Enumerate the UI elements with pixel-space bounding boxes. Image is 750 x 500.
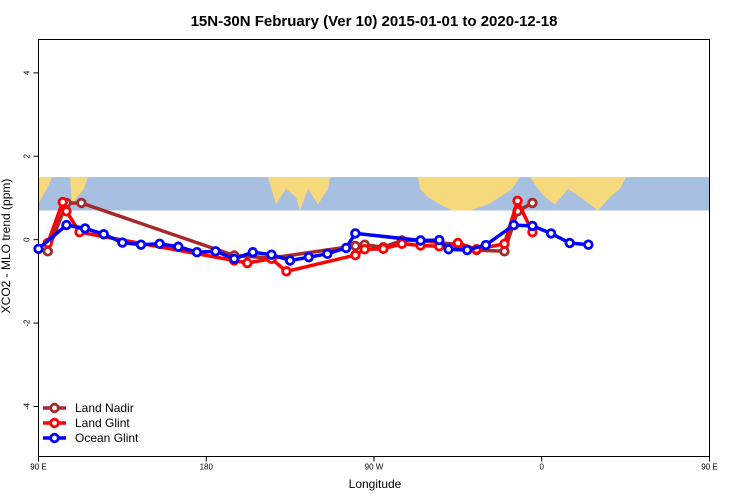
data-point	[480, 239, 492, 251]
data-point	[527, 197, 538, 209]
legend-item-ocean-glint: Ocean Glint	[43, 431, 139, 445]
data-point	[79, 223, 91, 234]
x-tick-label: 180	[200, 463, 214, 472]
data-point	[443, 244, 454, 255]
data-point	[98, 229, 109, 240]
data-point	[210, 246, 221, 257]
legend-marker	[49, 417, 60, 429]
data-point	[76, 197, 87, 209]
data-point	[303, 251, 314, 263]
data-point	[396, 238, 408, 250]
data-point	[33, 243, 44, 255]
data-point	[359, 244, 370, 255]
x-tick-label: 90 W	[365, 463, 384, 472]
data-point	[350, 240, 361, 252]
data-point	[266, 249, 277, 260]
data-point	[281, 266, 292, 277]
data-point	[452, 237, 464, 249]
data-point	[545, 228, 557, 239]
data-point	[415, 235, 426, 246]
data-point	[340, 242, 352, 254]
y-axis-label: XCO2 - MLO trend (ppm)	[0, 179, 13, 314]
data-point	[350, 249, 361, 261]
series-ocean-glint	[33, 219, 594, 266]
legend-label: Land Glint	[75, 416, 130, 430]
data-point	[350, 228, 361, 239]
series-layer	[33, 195, 594, 277]
x-tick-label: 0	[540, 463, 545, 472]
x-tick-label: 90 E	[30, 463, 46, 472]
legend-item-land-glint: Land Glint	[43, 416, 130, 430]
data-point	[378, 243, 389, 255]
data-point	[512, 195, 523, 207]
data-point	[461, 244, 473, 256]
map-landmass	[70, 177, 88, 205]
data-point	[499, 238, 510, 250]
series-line-ocean-glint	[37, 223, 589, 263]
data-point	[191, 246, 203, 258]
data-point	[564, 237, 575, 249]
legend-label: Land Nadir	[75, 401, 134, 415]
y-tick-label: 0	[23, 237, 32, 242]
data-point	[322, 248, 333, 260]
y-tick-label: 4	[23, 70, 32, 75]
chart-title: 15N-30N February (Ver 10) 2015-01-01 to …	[191, 13, 558, 30]
x-tick-label: 90 E	[701, 463, 717, 472]
data-point	[247, 246, 259, 258]
x-axis: 90 E 180 90 W 0 90 E	[30, 456, 718, 472]
data-point	[173, 241, 184, 252]
y-tick-label: 2	[23, 153, 32, 158]
data-point	[57, 196, 68, 208]
map-landmass	[268, 177, 330, 211]
data-point	[284, 255, 296, 266]
data-point	[154, 238, 165, 250]
data-point	[527, 220, 538, 232]
data-point	[135, 239, 147, 250]
data-point	[229, 253, 240, 265]
data-point	[117, 237, 128, 248]
data-point	[242, 257, 253, 269]
data-point	[61, 219, 72, 231]
map-landmass	[38, 177, 52, 205]
data-point	[508, 219, 519, 231]
y-tick-label: -2	[23, 319, 32, 327]
data-point	[42, 246, 54, 257]
x-axis-label: Longitude	[349, 477, 402, 491]
data-point	[583, 239, 594, 250]
map-landmass	[530, 177, 626, 211]
legend-marker	[49, 402, 60, 414]
legend-marker	[49, 432, 60, 444]
legend-item-land-nadir: Land Nadir	[43, 401, 134, 415]
data-point	[61, 206, 72, 217]
y-axis: -4 -2 0 2 4	[23, 70, 39, 410]
y-tick-label: -4	[23, 402, 32, 410]
map-landmass	[418, 177, 520, 211]
data-point	[434, 234, 445, 246]
world-map-strip	[38, 177, 710, 211]
legend-label: Ocean Glint	[75, 431, 139, 445]
